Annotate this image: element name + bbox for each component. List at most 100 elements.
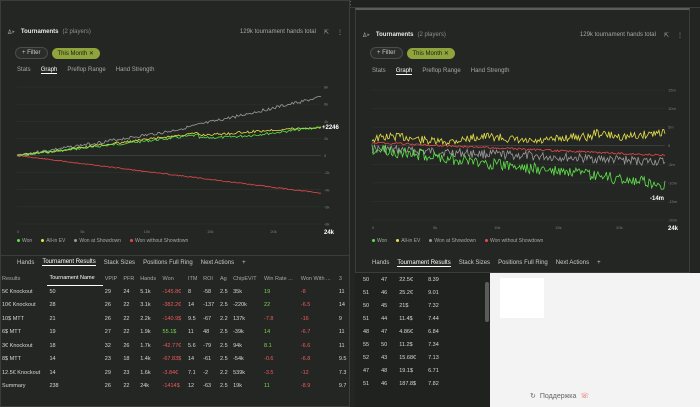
legend-showdown[interactable]: Won at Showdown (74, 238, 121, 244)
column-header[interactable]: Won With ... (300, 275, 331, 282)
table-cell: -6.8 (300, 356, 311, 363)
table-row[interactable]: 3€ Knockout 18 32 26 1.7k -42.77€ 5.6 -79 2.5 94k… (0, 339, 350, 353)
column-header[interactable]: Results (2, 275, 21, 282)
legend-won[interactable]: Won (372, 238, 387, 244)
export-icon[interactable]: ⇱ (663, 32, 669, 39)
column-header[interactable]: Hands (140, 275, 157, 282)
tab-stats[interactable]: Stats (17, 67, 31, 73)
tab-next-actions[interactable]: Next Actions (200, 259, 235, 266)
tab-graph[interactable]: Graph (40, 67, 58, 74)
add-filter-button[interactable]: + Filter (15, 47, 48, 59)
table-cell: 47 (363, 367, 370, 374)
table-row[interactable]: 6$ MTT 19 27 22 1.9k 55.1$ 11 48 2.5 -39k 14 -6.7 11 (0, 326, 350, 340)
column-header[interactable]: ROI (203, 275, 213, 282)
tab-preflop-range[interactable]: Preflop Range (422, 68, 461, 74)
tab-stack-sizes[interactable]: Stack Sizes (458, 260, 491, 266)
hands-total: 129k tournament hands total (239, 29, 316, 35)
legend-allin-label: All-in EV (401, 238, 421, 244)
tab-hands[interactable]: Hands (372, 260, 390, 266)
tab-stats[interactable]: Stats (372, 68, 386, 74)
more-icon[interactable]: ⋮ (677, 32, 683, 39)
column-header[interactable]: ChipEV/T (233, 275, 257, 282)
table-cell: -1414$ (162, 383, 180, 390)
table-cell: -79 (203, 342, 212, 349)
legend-noshowdown[interactable]: Won without Showdown (130, 238, 188, 244)
filter-chip[interactable]: This Month ✕ (406, 47, 455, 59)
table-row[interactable]: 5€ Knockout 50 29 24 5.1k -145.8€ 8 -58 2.5 35k 19… (0, 285, 350, 299)
table-row[interactable]: 48 47 4.86€ 6.84 (361, 325, 449, 338)
tab-graph[interactable]: Graph (395, 68, 413, 75)
tab-positions-full-ring[interactable]: Positions Full Ring (498, 260, 548, 266)
legend-showdown[interactable]: Won at Showdown (429, 238, 476, 244)
column-header[interactable]: Won (162, 275, 174, 282)
table-cell: 14 (187, 302, 195, 309)
table-cell: 7.44 (428, 315, 439, 322)
table-cell: -8.9 (300, 383, 311, 390)
table-cell: 19 (49, 329, 56, 336)
table-row[interactable]: 50 45 21$ 7.32 (361, 299, 449, 312)
tab-stack-sizes[interactable]: Stack Sizes (103, 259, 136, 266)
add-tab-button[interactable]: + (242, 259, 246, 266)
add-tab-button[interactable]: + (597, 260, 601, 266)
column-header[interactable]: VPIP (104, 275, 118, 282)
table-cell: 15.68€ (399, 354, 417, 361)
table-row[interactable]: 10$ MTT 21 26 22 2.2k -140.9$ 9.5 -67 2.2 137k -7.… (0, 312, 350, 326)
column-header[interactable]: Win Rate ... (264, 275, 293, 282)
legend-noshowdown[interactable]: Won without Showdown (485, 238, 543, 244)
legend-allin[interactable]: All-in EV (41, 238, 65, 244)
table-cell: 51 (363, 380, 370, 387)
table-cell: -220k (233, 302, 247, 309)
table-row[interactable]: 51 46 187.8$ 7.82 (361, 377, 449, 390)
table-row[interactable]: 8$ MTT 14 23 18 1.4k -67.83$ 14 -61 2.5 -54k -0.6 -… (0, 353, 350, 367)
y-tick-label: 6k (324, 102, 328, 107)
table-row[interactable]: 51 46 25.2€ 9.01 (361, 286, 449, 299)
table-cell: 2.5 (219, 383, 228, 390)
y-tick-label: 5m (668, 125, 674, 130)
column-header[interactable]: Tournament Name (47, 272, 103, 286)
tab-preflop-range[interactable]: Preflop Range (67, 67, 106, 73)
tab-hand-strength[interactable]: Hand Strength (470, 68, 510, 74)
table-cell: 51 (363, 315, 370, 322)
legend-showdown-label: Won at Showdown (79, 238, 121, 244)
tab-tournament-results[interactable]: Tournament Results (397, 259, 451, 267)
tab-positions-full-ring[interactable]: Positions Full Ring (143, 259, 193, 266)
table-row[interactable]: Summary 238 26 22 24k -1414$ 12 -63 2.5 19k 11 -8.9… (0, 380, 350, 394)
filter-chip[interactable]: This Month ✕ (51, 47, 100, 59)
support-link[interactable]: ↻ Поддержка ☏ (530, 392, 589, 401)
table-cell: 26 (104, 315, 111, 322)
table-cell: 23 (104, 356, 111, 363)
column-header[interactable]: Ag (219, 275, 227, 282)
x-tick-label: 0 (372, 225, 375, 230)
tab-tournament-results[interactable]: Tournament Results (42, 259, 96, 266)
export-icon[interactable]: ⇱ (323, 29, 329, 36)
table-cell: 5.1k (140, 288, 151, 295)
add-filter-button[interactable]: + Filter (370, 47, 403, 59)
column-header[interactable]: PFR (123, 275, 135, 282)
table-row[interactable]: 51 44 11.4$ 7.44 (361, 312, 449, 325)
tab-hands[interactable]: Hands (17, 259, 35, 266)
table-row[interactable]: 55 50 11.2$ 7.34 (361, 338, 449, 351)
table-cell: -2 (203, 369, 209, 376)
table-cell: 11 (264, 383, 270, 390)
table-row[interactable]: 50 47 22.5€ 8.39 (361, 273, 449, 286)
table-row[interactable]: 47 48 19.1$ 6.71 (361, 364, 449, 377)
players-icon: ♙ (362, 32, 368, 39)
table-cell: 23 (123, 369, 130, 376)
table-row[interactable]: 12.5€ Knockout 14 29 23 1.6k -3.84€ 7.1 -2 2.2 53… (0, 366, 350, 380)
tab-hand-strength[interactable]: Hand Strength (115, 67, 155, 73)
hands-total-right: 129k tournament hands total (579, 32, 656, 38)
tab-next-actions[interactable]: Next Actions (555, 260, 590, 266)
table-cell: 5€ Knockout (2, 288, 33, 295)
legend-allin[interactable]: All-in EV (396, 238, 420, 244)
legend-won[interactable]: Won (17, 238, 32, 244)
legend-won-label: Won (377, 238, 388, 244)
scrollbar[interactable] (485, 282, 489, 322)
table-cell: 27 (104, 329, 111, 336)
column-header[interactable]: 3 (338, 275, 342, 282)
table-row[interactable]: 10€ Knockout 28 26 22 3.1k -382.2€ 14 -137 2.5 -2… (0, 299, 350, 313)
more-icon[interactable]: ⋮ (337, 29, 343, 36)
table-cell: 14 (49, 356, 56, 363)
column-header[interactable]: ITM (187, 275, 198, 282)
table-cell: 1.4k (140, 356, 151, 363)
table-row[interactable]: 52 43 15.68€ 7.13 (361, 351, 449, 364)
